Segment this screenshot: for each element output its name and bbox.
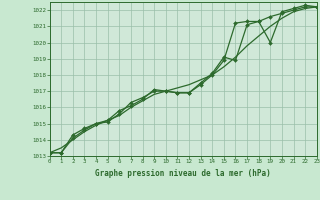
X-axis label: Graphe pression niveau de la mer (hPa): Graphe pression niveau de la mer (hPa) (95, 169, 271, 178)
